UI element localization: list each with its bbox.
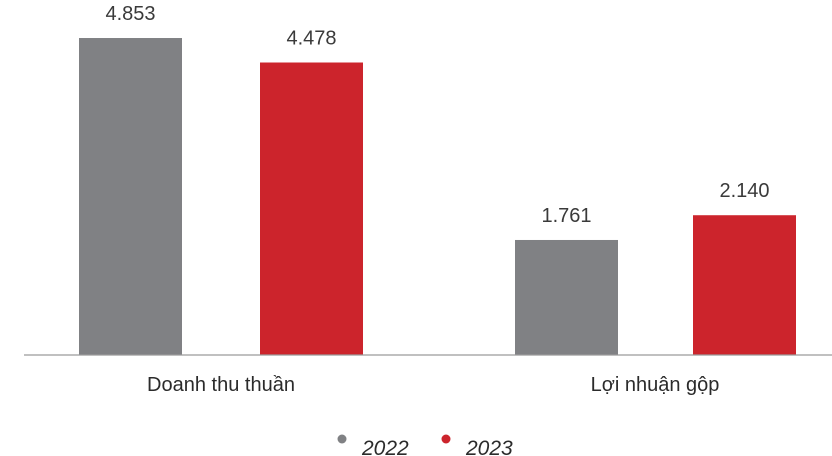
legend-label-2022: 2022 xyxy=(361,437,409,456)
value-labels-group: 4.853 4.478 1.761 2.140 xyxy=(105,3,769,227)
value-label-2022-2: 1.761 xyxy=(541,205,591,227)
bar-2023-1 xyxy=(260,62,363,356)
bar-2022-1 xyxy=(79,38,182,355)
legend-label-2023: 2023 xyxy=(465,437,513,456)
category-labels-group: Doanh thu thuần Lợi nhuận gộp xyxy=(147,374,719,396)
value-label-2022-1: 4.853 xyxy=(105,3,155,25)
bar-2022-2 xyxy=(515,239,618,355)
legend: 2022 2023 xyxy=(337,434,513,456)
category-label-2: Lợi nhuận gộp xyxy=(591,374,720,396)
bar-2023-2 xyxy=(693,215,796,355)
legend-marker-2022 xyxy=(337,434,347,444)
category-label-1: Doanh thu thuần xyxy=(147,374,295,396)
legend-marker-2023 xyxy=(441,434,451,444)
value-label-2023-1: 4.478 xyxy=(286,28,336,50)
value-label-2023-2: 2.140 xyxy=(719,180,769,202)
bars-group xyxy=(79,38,796,356)
